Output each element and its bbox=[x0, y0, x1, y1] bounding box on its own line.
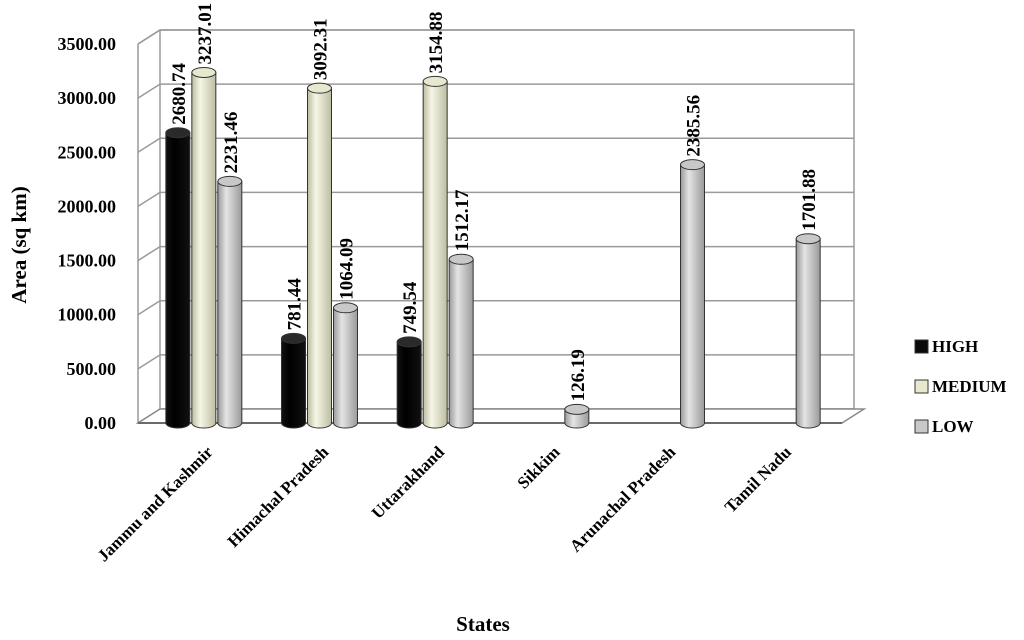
legend-swatch-high bbox=[914, 339, 929, 354]
bar-low-4 bbox=[680, 159, 705, 429]
y-tick-label: 500.00 bbox=[67, 359, 117, 379]
gridline bbox=[137, 299, 854, 316]
legend-label-high: HIGH bbox=[932, 337, 978, 356]
bar-medium-1 bbox=[307, 82, 332, 429]
legend-label-low: LOW bbox=[932, 417, 974, 436]
data-label-medium-2: 3154.88 bbox=[426, 12, 447, 74]
data-label-high-2: 749.54 bbox=[400, 281, 421, 334]
data-label-medium-1: 3092.31 bbox=[311, 18, 332, 80]
y-tick-label: 2500.00 bbox=[58, 142, 117, 162]
legend-swatch-low bbox=[914, 419, 929, 434]
legend-swatch-medium bbox=[914, 379, 929, 394]
y-tick-label: 1000.00 bbox=[58, 305, 117, 325]
gridline bbox=[137, 354, 854, 370]
bar-high-0 bbox=[165, 127, 191, 429]
bar-high-2 bbox=[396, 336, 422, 429]
gridline bbox=[137, 245, 854, 262]
data-label-low-5: 1701.88 bbox=[799, 169, 820, 231]
y-tick-labels: 0.00 500.00 1000.00 1500.00 2000.00 2500.00 30… bbox=[58, 34, 117, 433]
bar-low-5 bbox=[795, 233, 821, 429]
gridline bbox=[137, 191, 854, 208]
data-label-low-4: 2385.56 bbox=[684, 95, 705, 157]
data-label-medium-0: 3237.01 bbox=[195, 3, 216, 65]
category-label-3: Sikkim bbox=[513, 442, 563, 492]
y-tick-label: 0.00 bbox=[85, 413, 117, 433]
x-category-labels: Jammu and Kashmir Himachal Pradesh Uttarak… bbox=[94, 442, 795, 565]
x-axis-label: States bbox=[456, 612, 510, 636]
chart-floor bbox=[135, 408, 867, 424]
bar-high-1 bbox=[281, 332, 306, 429]
bar-low-3 bbox=[564, 403, 590, 429]
category-label-1: Himachal Pradesh bbox=[224, 442, 333, 551]
data-label-low-1: 1064.09 bbox=[337, 238, 358, 300]
bar-low-1 bbox=[333, 302, 358, 429]
legend: HIGH MEDIUM LOW bbox=[914, 337, 1007, 436]
y-tick-label: 1500.00 bbox=[58, 251, 117, 271]
gridline bbox=[137, 137, 854, 153]
bar-low-0 bbox=[217, 175, 243, 429]
y-tick-label: 2000.00 bbox=[58, 196, 117, 216]
data-label-high-1: 781.44 bbox=[285, 278, 306, 331]
category-label-2: Uttarakhand bbox=[368, 442, 449, 523]
category-label-5: Tamil Nadu bbox=[721, 442, 795, 516]
y-axis-label: Area (sq km) bbox=[7, 186, 31, 303]
y-tick-label: 3000.00 bbox=[58, 88, 117, 108]
gridlines bbox=[137, 29, 854, 424]
category-label-0: Jammu and Kashmir bbox=[94, 442, 217, 565]
bar-medium-2 bbox=[422, 75, 448, 429]
chart-back-wall bbox=[137, 29, 855, 423]
bar-medium-0 bbox=[191, 66, 217, 429]
gridline bbox=[137, 29, 854, 45]
bars bbox=[165, 66, 821, 429]
y-tick-label: 3500.00 bbox=[58, 34, 117, 54]
data-label-low-0: 2231.46 bbox=[221, 112, 242, 174]
bar-low-2 bbox=[448, 253, 474, 429]
legend-label-medium: MEDIUM bbox=[932, 377, 1007, 396]
gridline bbox=[137, 83, 854, 99]
data-label-low-3: 126.19 bbox=[568, 349, 589, 401]
data-label-high-0: 2680.74 bbox=[169, 62, 190, 124]
category-label-4: Arunachal Pradesh bbox=[566, 442, 680, 556]
data-label-low-2: 1512.17 bbox=[452, 189, 473, 251]
